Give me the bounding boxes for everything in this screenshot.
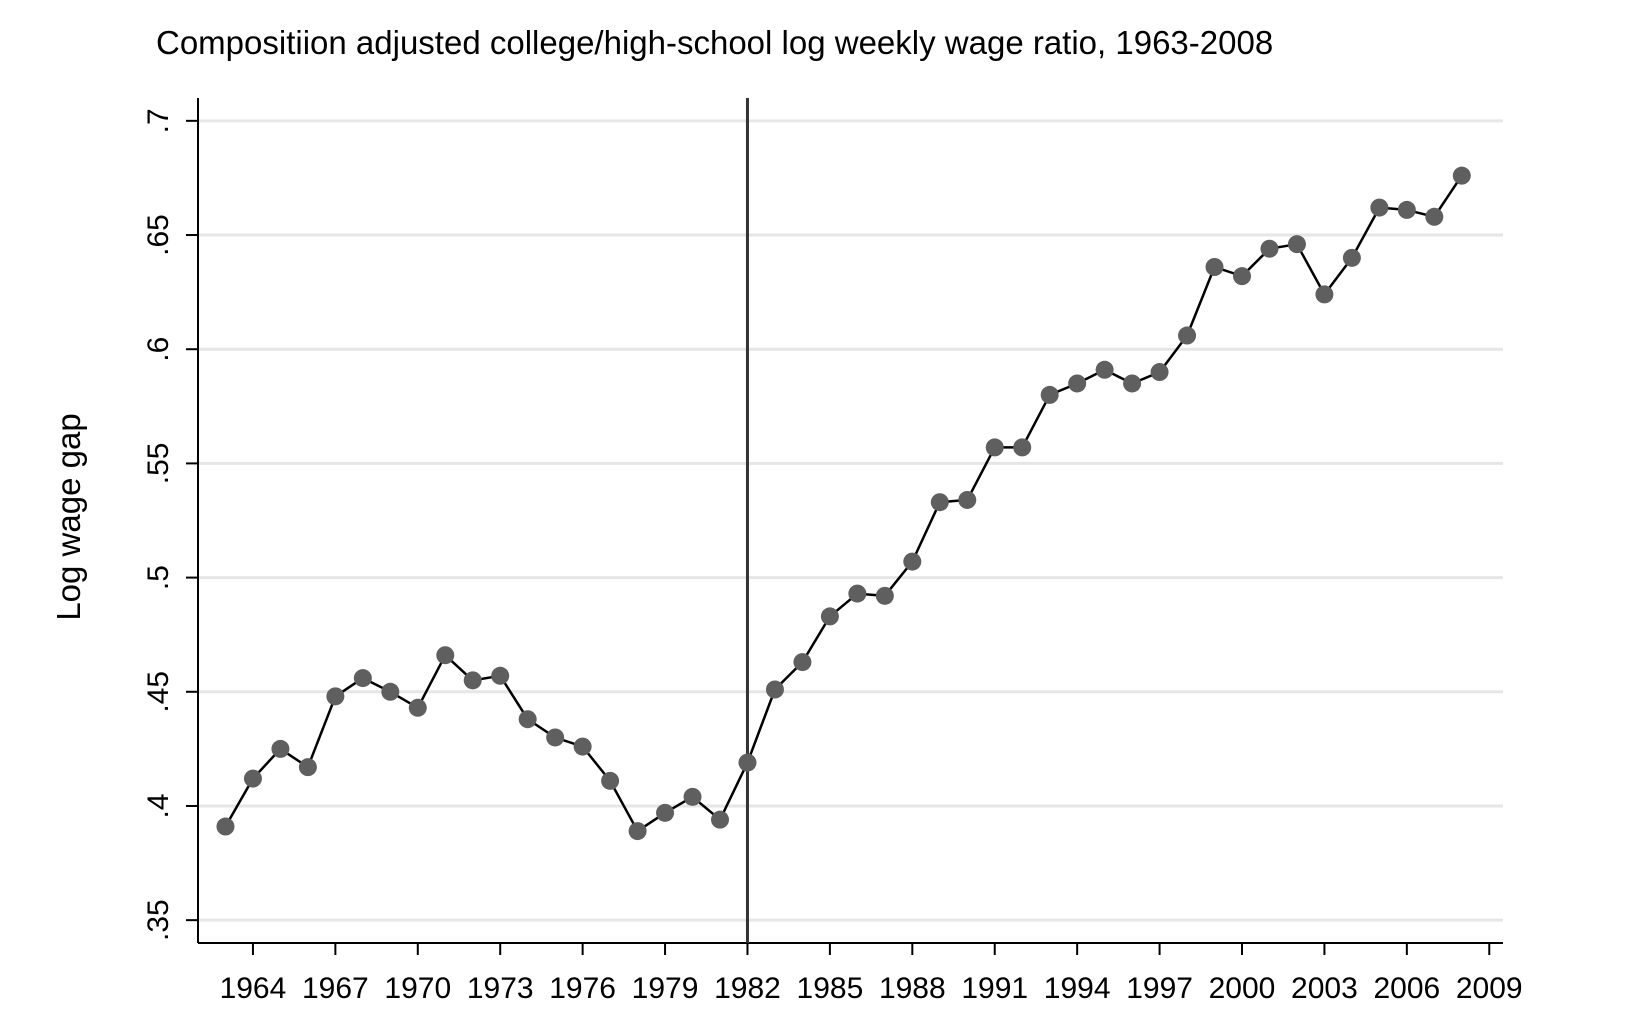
x-tick-label: 1970 [384, 972, 451, 1005]
data-point [1013, 438, 1032, 457]
data-point [930, 493, 949, 512]
y-tick-label: .45 [142, 671, 175, 713]
axes: .35 .4 .45 .5 .55 .6 .65 .7 1964 1967 1970 1973 1976… [142, 98, 1523, 1005]
data-point [463, 671, 482, 690]
x-tick-label: 2006 [1373, 972, 1440, 1005]
y-axis-label: Log wage gap [50, 413, 87, 620]
data-point [628, 822, 647, 841]
data-point [793, 653, 812, 672]
x-tick-label: 1982 [714, 972, 781, 1005]
x-tick-label: 1985 [797, 972, 864, 1005]
x-tick-label: 1991 [961, 972, 1028, 1005]
data-point [1370, 198, 1389, 217]
data-point [848, 584, 867, 603]
data-point [601, 771, 620, 790]
y-tick-label: .6 [142, 337, 175, 362]
x-tick-label: 1964 [220, 972, 287, 1005]
y-tick-label: .4 [142, 793, 175, 818]
x-tick-label: 1967 [302, 972, 369, 1005]
data-points [216, 166, 1471, 841]
data-point [1342, 248, 1361, 267]
data-point [573, 737, 592, 756]
series-line [224, 174, 1463, 833]
data-point [985, 438, 1004, 457]
data-point [216, 817, 235, 836]
y-tick-label: .35 [142, 899, 175, 941]
y-tick-label: .7 [142, 108, 175, 133]
data-point [903, 552, 922, 571]
data-point [298, 758, 317, 777]
data-point [326, 687, 345, 706]
x-tick-label: 2000 [1209, 972, 1276, 1005]
gridlines [198, 119, 1503, 922]
chart-title: Compositiion adjusted college/high-schoo… [156, 24, 1273, 61]
y-tick-label: .5 [142, 565, 175, 590]
data-point [1260, 239, 1279, 258]
x-tick-label: 2009 [1456, 972, 1523, 1005]
data-point [353, 669, 372, 688]
data-point [408, 698, 427, 717]
data-point [491, 666, 510, 685]
data-point [1425, 207, 1444, 226]
data-point [1233, 267, 1251, 286]
data-point [711, 810, 729, 829]
y-tick-label: .55 [142, 443, 175, 485]
y-tick-label: .65 [142, 214, 175, 256]
data-point [958, 490, 977, 509]
x-tick-label: 1988 [879, 972, 946, 1005]
data-point [243, 769, 262, 788]
data-point [765, 680, 784, 699]
data-point [683, 787, 702, 806]
data-point [518, 710, 537, 729]
data-point [1205, 258, 1224, 276]
data-point [1287, 235, 1306, 254]
data-point [271, 739, 290, 758]
x-tick-label: 1994 [1044, 972, 1111, 1005]
series-line-group [224, 174, 1463, 833]
x-tick-label: 1976 [549, 972, 616, 1005]
data-point [436, 646, 455, 665]
data-point [1040, 385, 1059, 404]
data-point [1178, 326, 1197, 345]
data-point [381, 682, 400, 701]
data-point [1315, 285, 1334, 304]
data-point [1397, 200, 1416, 219]
data-point [1095, 360, 1114, 379]
x-tick-label: 2003 [1291, 972, 1358, 1005]
x-tick-label: 1979 [632, 972, 699, 1005]
data-point [1150, 363, 1169, 382]
data-point [546, 728, 565, 747]
data-point [1452, 166, 1471, 185]
data-point [1068, 374, 1087, 393]
x-tick-label: 1997 [1126, 972, 1193, 1005]
data-point [1123, 374, 1142, 393]
data-point [820, 607, 839, 626]
data-point [656, 803, 675, 822]
x-tick-label: 1973 [467, 972, 534, 1005]
data-point [738, 753, 757, 772]
data-point [875, 586, 894, 605]
